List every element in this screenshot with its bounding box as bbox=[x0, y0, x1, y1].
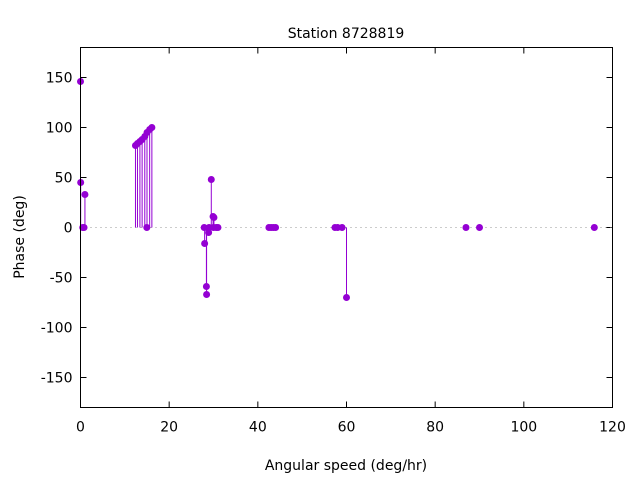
x-tick-label: 60 bbox=[338, 420, 356, 436]
x-tick-label: 20 bbox=[160, 420, 178, 436]
data-point bbox=[272, 224, 280, 231]
data-point bbox=[201, 240, 209, 247]
x-axis-label: Angular speed (deg/hr) bbox=[265, 458, 427, 474]
data-point bbox=[476, 224, 483, 231]
data-point bbox=[143, 224, 151, 231]
x-tick-label: 80 bbox=[426, 420, 444, 436]
y-tick-label: -150 bbox=[41, 371, 73, 387]
y-tick-label: -100 bbox=[41, 321, 73, 337]
data-point bbox=[210, 214, 218, 221]
data-point bbox=[462, 224, 470, 231]
x-tick-label: 100 bbox=[510, 420, 537, 436]
data-point bbox=[214, 224, 222, 231]
data-point bbox=[200, 224, 208, 231]
data-point bbox=[343, 294, 350, 301]
chart-title: Station 8728819 bbox=[288, 26, 405, 42]
y-tick-label: 50 bbox=[55, 171, 73, 187]
data-point bbox=[148, 124, 156, 131]
plot-border bbox=[80, 47, 613, 408]
x-tick-label: 40 bbox=[249, 420, 267, 436]
y-axis-label: Phase (deg) bbox=[12, 195, 28, 279]
data-point bbox=[590, 224, 598, 231]
y-tick-label: 100 bbox=[46, 121, 73, 137]
data-point bbox=[203, 291, 211, 298]
y-tick-label: 150 bbox=[46, 71, 73, 87]
data-point bbox=[207, 176, 215, 183]
data-point bbox=[205, 229, 213, 236]
x-tick-label: 120 bbox=[599, 420, 626, 436]
y-tick-label: -50 bbox=[50, 271, 73, 287]
data-point bbox=[202, 283, 210, 290]
data-point bbox=[81, 191, 89, 198]
data-point bbox=[338, 224, 346, 231]
data-point bbox=[80, 224, 88, 231]
x-tick-label: 0 bbox=[76, 420, 85, 436]
y-tick-label: 0 bbox=[64, 221, 73, 237]
